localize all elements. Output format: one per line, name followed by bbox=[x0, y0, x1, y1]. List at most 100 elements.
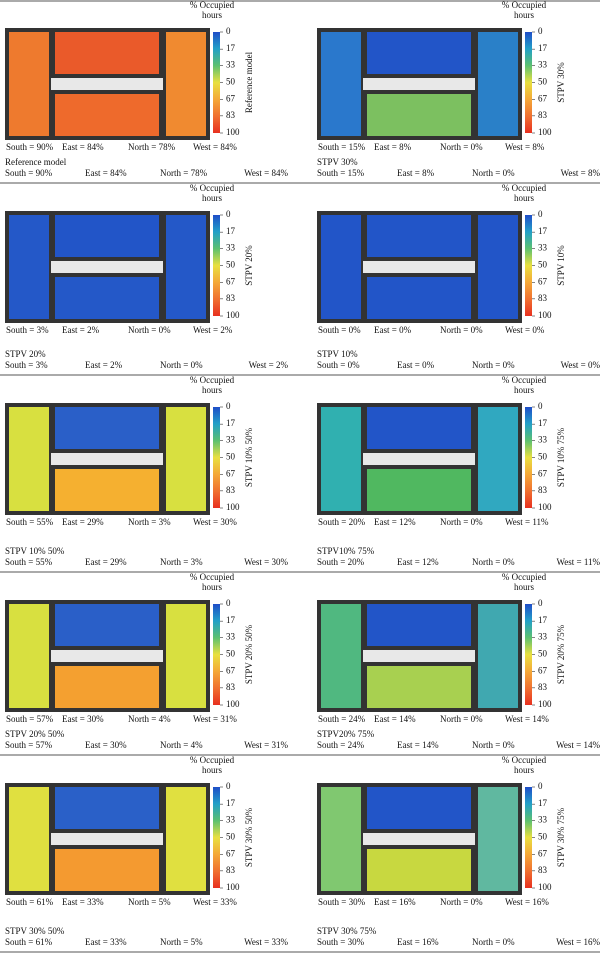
zone-east bbox=[367, 32, 471, 74]
colorbar-tick-label: 67 bbox=[538, 666, 548, 676]
zone-label: East = 8% bbox=[374, 142, 412, 152]
zone-west bbox=[478, 787, 518, 891]
zone-north bbox=[367, 849, 471, 891]
colorbar-tick-label: 0 bbox=[538, 26, 543, 36]
colorbar-tick-label: 50 bbox=[538, 452, 548, 462]
zone-north bbox=[367, 94, 471, 136]
zone-label: East = 12% bbox=[374, 517, 416, 527]
caption-value: East = 2% bbox=[85, 360, 123, 370]
caption-value: North = 0% bbox=[472, 937, 515, 947]
side-label: Reference model bbox=[244, 51, 254, 113]
zone-east bbox=[55, 215, 159, 257]
colorbar-tick-label: 33 bbox=[538, 814, 548, 824]
zone-label: West = 16% bbox=[505, 897, 549, 907]
colorbar-tick-label: 0 bbox=[226, 401, 231, 411]
side-label: STPV 20% 50% bbox=[244, 624, 254, 684]
corridor bbox=[51, 78, 163, 90]
colorbar-tick-label: 17 bbox=[226, 43, 236, 53]
colorbar bbox=[525, 215, 532, 316]
zone-north bbox=[55, 666, 159, 708]
zone-label: East = 16% bbox=[374, 897, 416, 907]
colorbar bbox=[525, 787, 532, 888]
corridor bbox=[51, 261, 163, 273]
zone-label: West = 11% bbox=[505, 517, 549, 527]
colorbar-tick-label: 17 bbox=[538, 226, 548, 236]
corridor bbox=[363, 261, 475, 273]
zone-label: West = 31% bbox=[193, 714, 237, 724]
colorbar-tick-label: 83 bbox=[538, 485, 548, 495]
zone-east bbox=[55, 787, 159, 829]
colorbar-title: hours bbox=[514, 385, 534, 395]
side-label: STPV 30% 75% bbox=[556, 807, 566, 867]
caption-title: Reference model bbox=[5, 157, 67, 167]
caption-value: North = 78% bbox=[160, 168, 208, 178]
caption-value: East = 12% bbox=[397, 557, 439, 567]
colorbar-tick-label: 17 bbox=[226, 798, 236, 808]
colorbar-title: % Occupied bbox=[190, 755, 235, 765]
colorbar-tick-label: 100 bbox=[538, 310, 552, 320]
zone-label: South = 20% bbox=[318, 517, 366, 527]
colorbar-title: hours bbox=[514, 193, 534, 203]
caption-value: East = 30% bbox=[85, 740, 127, 750]
colorbar-tick-label: 67 bbox=[226, 94, 236, 104]
zone-east bbox=[367, 407, 471, 449]
caption-title: STPV 10% 50% bbox=[5, 546, 65, 556]
colorbar-title: hours bbox=[514, 765, 534, 775]
caption-value: West = 84% bbox=[244, 168, 288, 178]
colorbar-tick-label: 33 bbox=[538, 59, 548, 69]
colorbar-tick-label: 100 bbox=[538, 699, 552, 709]
colorbar-tick-label: 17 bbox=[538, 43, 548, 53]
zone-east bbox=[367, 787, 471, 829]
caption-value: West = 8% bbox=[561, 168, 600, 178]
zone-label: East = 2% bbox=[62, 325, 100, 335]
corridor bbox=[363, 833, 475, 845]
colorbar-tick-label: 67 bbox=[538, 277, 548, 287]
zone-west bbox=[478, 604, 518, 708]
colorbar-tick-label: 100 bbox=[226, 699, 240, 709]
zone-south bbox=[321, 215, 361, 319]
colorbar-tick-label: 67 bbox=[226, 849, 236, 859]
zone-label: East = 30% bbox=[62, 714, 104, 724]
colorbar-tick-label: 33 bbox=[538, 434, 548, 444]
zone-label: South = 0% bbox=[318, 325, 361, 335]
zone-north bbox=[55, 469, 159, 511]
zone-label: West = 33% bbox=[193, 897, 237, 907]
zone-label: South = 3% bbox=[6, 325, 49, 335]
zone-label: East = 84% bbox=[62, 142, 104, 152]
colorbar-tick-label: 17 bbox=[226, 418, 236, 428]
side-label: STPV 20% 75% bbox=[556, 624, 566, 684]
colorbar-tick-label: 100 bbox=[226, 502, 240, 512]
caption-value: West = 11% bbox=[556, 557, 600, 567]
colorbar-title: % Occupied bbox=[190, 183, 235, 193]
zone-west bbox=[166, 787, 206, 891]
colorbar-tick-label: 67 bbox=[538, 94, 548, 104]
zone-label: North = 0% bbox=[440, 897, 483, 907]
colorbar-tick-label: 33 bbox=[226, 434, 236, 444]
zone-west bbox=[166, 215, 206, 319]
colorbar-tick-label: 50 bbox=[538, 77, 548, 87]
colorbar-tick-label: 33 bbox=[538, 242, 548, 252]
caption-value: South = 20% bbox=[317, 557, 365, 567]
zone-label: North = 0% bbox=[440, 142, 483, 152]
colorbar-tick-label: 83 bbox=[538, 865, 548, 875]
colorbar-tick-label: 67 bbox=[226, 277, 236, 287]
colorbar-tick-label: 33 bbox=[226, 631, 236, 641]
caption-value: West = 33% bbox=[244, 937, 288, 947]
colorbar-tick-label: 67 bbox=[538, 469, 548, 479]
colorbar-tick-label: 100 bbox=[538, 502, 552, 512]
zone-east bbox=[367, 215, 471, 257]
colorbar-tick-label: 33 bbox=[226, 59, 236, 69]
colorbar-tick-label: 0 bbox=[226, 26, 231, 36]
caption-title: STPV 20% 50% bbox=[5, 729, 65, 739]
zone-south bbox=[9, 215, 49, 319]
zone-north bbox=[55, 277, 159, 319]
colorbar-title: % Occupied bbox=[502, 755, 547, 765]
caption-value: East = 29% bbox=[85, 557, 127, 567]
